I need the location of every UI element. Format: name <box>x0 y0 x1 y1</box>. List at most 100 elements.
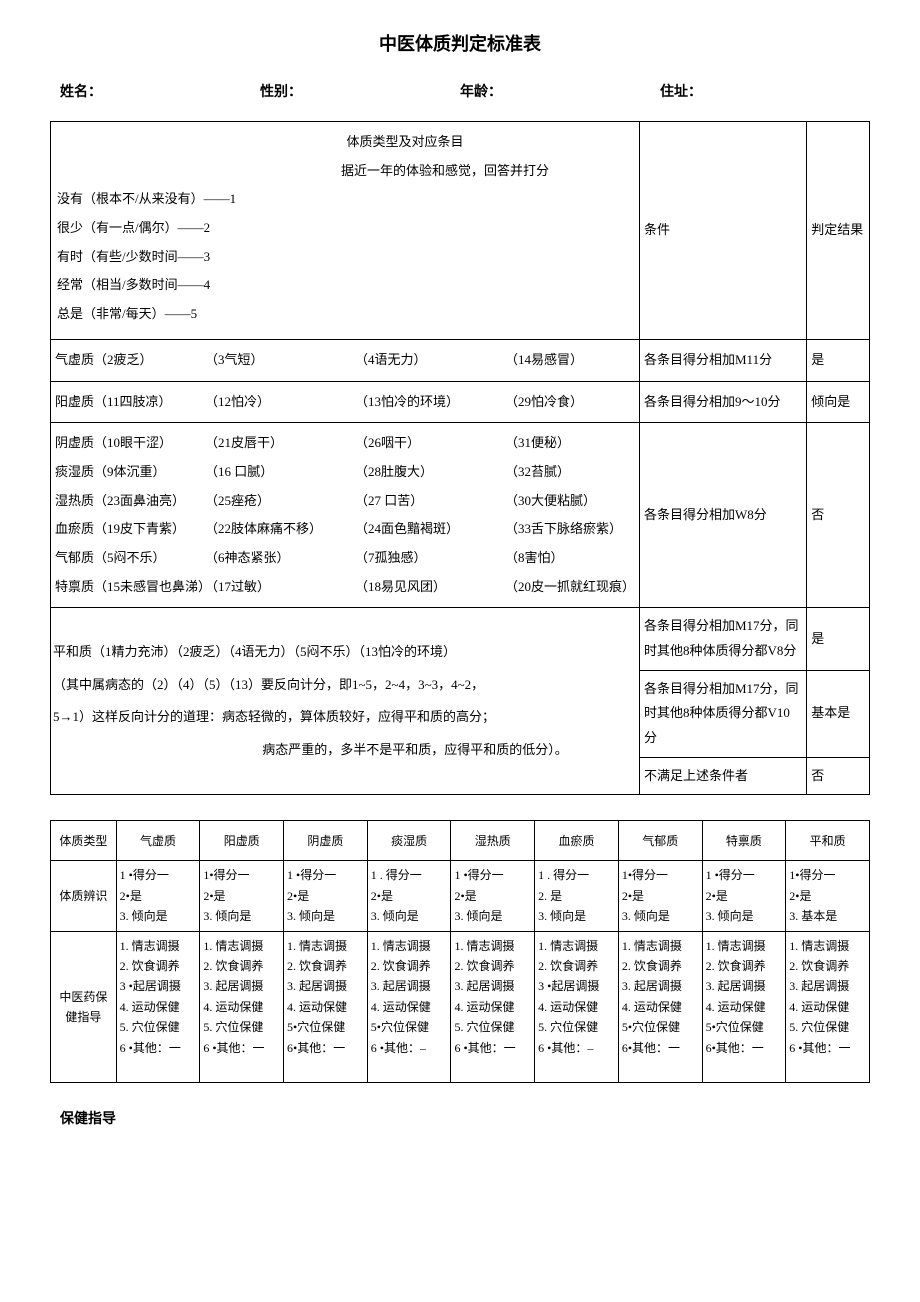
pinghe-line: （其中属病态的（2）（4）（5）（13）要反向计分，即1~5，2~4，3~3，4… <box>53 671 637 700</box>
res-cell: 是 <box>807 608 870 670</box>
t2-rowhead: 体质辨识 <box>51 861 117 931</box>
res-cell: 是 <box>807 339 870 381</box>
scale-2: 很少（有一点/偶尔）——2 <box>57 216 633 241</box>
scale-5: 总是（非常/每天）——5 <box>57 302 633 327</box>
cell: （18易见风团） <box>355 575 505 600</box>
cell: （3气短） <box>205 348 355 373</box>
table-row: 体质类型 气虚质 阳虚质 阴虚质 痰湿质 湿热质 血瘀质 气郁质 特禀质 平和质 <box>51 821 870 861</box>
scale-4: 经常（相当/多数时间——4 <box>57 273 633 298</box>
table-row: 气虚质（2疲乏） （3气短） （4语无力） （14易感冒） 各条目得分相加M11… <box>51 339 870 381</box>
cell: （7孤独感） <box>355 546 505 571</box>
cell: 气虚质（2疲乏） <box>55 348 205 373</box>
cell: （21皮唇干） <box>205 431 355 456</box>
cell: 阴虚质（10眼干涩） <box>55 431 205 456</box>
info-row: 姓名： 性别： 年龄： 住址： <box>50 81 870 101</box>
cell: 3. 起居调摄 <box>706 976 783 996</box>
cell: 1 •得分一 <box>706 865 783 885</box>
cell: （12怕冷） <box>205 390 355 415</box>
cell: （24面色黯褐斑） <box>355 517 505 542</box>
cell: 3. 倾向是 <box>120 906 197 926</box>
cell: 2•是 <box>706 886 783 906</box>
cell: 3. 起居调摄 <box>371 976 448 996</box>
cell: 1 •得分一 <box>454 865 531 885</box>
cell: 4. 运动保健 <box>706 997 783 1017</box>
cell: 1. 情志调摄 <box>454 936 531 956</box>
res-cell: 倾向是 <box>807 381 870 423</box>
cell: （22肢体麻痛不移） <box>205 517 355 542</box>
age-label: 年龄： <box>460 81 660 101</box>
cell: 1 . 得分一 <box>371 865 448 885</box>
cond-cell: 各条目得分相加M17分，同时其他8种体质得分都V8分 <box>640 608 807 670</box>
cell: 6•其他：一 <box>622 1038 699 1058</box>
cell: 2. 饮食调养 <box>203 956 280 976</box>
cell: 1. 情志调摄 <box>287 936 364 956</box>
cell: 2. 饮食调养 <box>622 956 699 976</box>
cell: 湿热质（23面鼻油亮） <box>55 489 205 514</box>
cell: 5•穴位保健 <box>371 1017 448 1037</box>
cell: 气虚质 <box>116 821 200 861</box>
cell: 3. 起居调摄 <box>789 976 866 996</box>
cell: 4. 运动保健 <box>371 997 448 1017</box>
scale-3: 有时（有些/少数时间——3 <box>57 245 633 270</box>
pinghe-line: 病态严重的，多半不是平和质，应得平和质的低分）。 <box>53 736 637 765</box>
cell: （25痤疮） <box>205 489 355 514</box>
pinghe-row: 平和质（1精力充沛）（2疲乏）（4语无力）（5闷不乐）（13怕冷的环境） （其中… <box>51 608 870 670</box>
cond-cell: 各条目得分相加M11分 <box>640 339 807 381</box>
cell: 5. 穴位保健 <box>454 1017 531 1037</box>
cell: 痰湿质 <box>367 821 451 861</box>
page-title: 中医体质判定标准表 <box>50 30 870 56</box>
cell: （30大便粘腻） <box>505 489 635 514</box>
cell: 6 •其他：一 <box>120 1038 197 1058</box>
constitution-table: 体质类型 气虚质 阳虚质 阴虚质 痰湿质 湿热质 血瘀质 气郁质 特禀质 平和质… <box>50 820 870 1083</box>
cell: 2. 饮食调养 <box>454 956 531 976</box>
table-row: 阳虚质（11四肢凉） （12怕冷） （13怕冷的环境） （29怕冷食） 各条目得… <box>51 381 870 423</box>
cell: 5. 穴位保健 <box>789 1017 866 1037</box>
cell: 2. 饮食调养 <box>789 956 866 976</box>
cell: 6 •其他：一 <box>454 1038 531 1058</box>
res-cell: 否 <box>807 423 870 608</box>
cell: 3 •起居调摄 <box>120 976 197 996</box>
cell: 5. 穴位保健 <box>538 1017 615 1037</box>
t2-rowhead: 体质类型 <box>51 821 117 861</box>
cell: 1. 情志调摄 <box>622 936 699 956</box>
cell: 1 . 得分一 <box>538 865 615 885</box>
scale-1: 没有（根本不/从来没有）——1 <box>57 187 633 212</box>
cell: 1. 情志调摄 <box>203 936 280 956</box>
cell: （29怕冷食） <box>505 390 635 415</box>
cell: 特禀质（15未感冒也鼻涕） <box>55 575 205 600</box>
name-label: 姓名： <box>60 81 260 101</box>
cell: 1•得分一 <box>203 865 280 885</box>
cell: 痰湿质（9体沉重） <box>55 460 205 485</box>
cell: （8害怕） <box>505 546 635 571</box>
cell: 2. 饮食调养 <box>538 956 615 976</box>
cell: 平和质 <box>786 821 870 861</box>
cell: 血瘀质 <box>535 821 619 861</box>
cell: 3. 起居调摄 <box>622 976 699 996</box>
cell: 5•穴位保健 <box>622 1017 699 1037</box>
res-cell: 基本是 <box>807 670 870 757</box>
cell: （32苔腻） <box>505 460 635 485</box>
table-row-group: 阴虚质（10眼干涩）（21皮唇干）（26咽干）（31便秘） 痰湿质（9体沉重）（… <box>51 423 870 608</box>
cell: 6•其他：一 <box>706 1038 783 1058</box>
cell: 2•是 <box>371 886 448 906</box>
cell: 2. 饮食调养 <box>371 956 448 976</box>
t1-h-line1: 体质类型及对应条目 <box>57 130 633 155</box>
cell: 特禀质 <box>702 821 786 861</box>
cell: 2•是 <box>287 886 364 906</box>
cell: 1•得分一 <box>789 865 866 885</box>
criteria-table: 体质类型及对应条目 据近一年的体验和感觉，回答并打分 没有（根本不/从来没有）—… <box>50 121 870 795</box>
res-cell: 否 <box>807 757 870 795</box>
cell: 3. 起居调摄 <box>454 976 531 996</box>
t1-h-line2: 据近一年的体验和感觉，回答并打分 <box>57 159 633 184</box>
cell: 1 •得分一 <box>120 865 197 885</box>
cell: 4. 运动保健 <box>454 997 531 1017</box>
cell: 4. 运动保健 <box>538 997 615 1017</box>
t1-col2-header: 条件 <box>640 122 807 340</box>
t1-header-cell: 体质类型及对应条目 据近一年的体验和感觉，回答并打分 没有（根本不/从来没有）—… <box>51 122 640 340</box>
cell: 阴虚质 <box>284 821 368 861</box>
cell: 1. 情志调摄 <box>371 936 448 956</box>
pinghe-line: 5→1）这样反向计分的道理：病态轻微的，算体质较好，应得平和质的高分； <box>53 703 637 732</box>
cond-cell: 各条目得分相加W8分 <box>640 423 807 608</box>
pinghe-line: 平和质（1精力充沛）（2疲乏）（4语无力）（5闷不乐）（13怕冷的环境） <box>53 638 637 667</box>
cell: 1 •得分一 <box>287 865 364 885</box>
